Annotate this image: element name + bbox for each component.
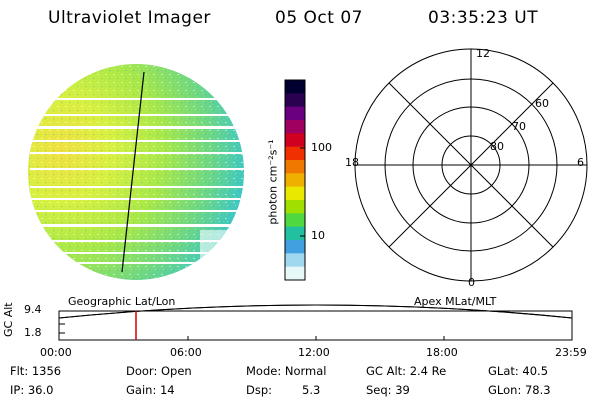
colorbar-segment <box>285 266 305 281</box>
colorbar-label-100: 100 <box>311 141 332 154</box>
colorbar-segment <box>285 93 305 108</box>
x-tick-0600: 06:00 <box>170 346 202 359</box>
door-status: Door: Open <box>126 364 192 378</box>
colorbar-label-10: 10 <box>311 229 325 242</box>
colorbar-segment <box>285 253 305 268</box>
polar-mlt-6: 6 <box>577 156 584 169</box>
colorbar-segment <box>285 133 305 148</box>
colorbar-segment <box>285 186 305 201</box>
alt-tick-high: 9.4 <box>24 303 42 316</box>
colorbar-segment <box>285 106 305 121</box>
colorbar-segment <box>285 213 305 228</box>
colorbar-unit-label: photon cm⁻²s⁻¹ <box>266 139 280 225</box>
mode-value: Mode: Normal <box>246 364 327 378</box>
polar-diagonal-2 <box>388 82 554 248</box>
alt-tick-low: 1.8 <box>24 326 42 339</box>
gc-alt-ylabel: GC Alt <box>2 302 15 337</box>
polar-lat-70: 70 <box>512 120 526 133</box>
geo-longitude: GLon: 78.3 <box>488 383 551 397</box>
x-tick-0000: 00:00 <box>40 346 72 359</box>
orbit-track-line <box>121 71 145 273</box>
time-label: 03:35:23 UT <box>428 8 539 28</box>
date-label: 05 Oct 07 <box>275 8 363 28</box>
geo-latitude: GLat: 40.5 <box>488 364 549 378</box>
sequence-number: Seq: 39 <box>366 383 410 397</box>
colorbar-segment <box>285 173 305 188</box>
geographic-label: Geographic Lat/Lon <box>68 295 176 308</box>
colorbar-frame <box>284 79 306 281</box>
colorbar-segment <box>285 226 305 241</box>
timeline-plot <box>58 304 573 341</box>
colorbar <box>285 80 305 281</box>
apex-label: Apex MLat/MLT <box>414 295 497 308</box>
colorbar-segment <box>285 146 305 161</box>
polar-plot <box>354 48 588 282</box>
colorbar-segment <box>285 120 305 134</box>
colorbar-segment <box>285 80 305 94</box>
polar-mlt-12: 12 <box>476 47 490 60</box>
polar-lat-60: 60 <box>535 97 549 110</box>
polar-lat-80: 80 <box>490 140 504 153</box>
colorbar-segment <box>285 160 305 174</box>
polar-mlt-18: 18 <box>345 156 359 169</box>
gain-value: Gain: 14 <box>126 383 175 397</box>
x-tick-2359: 23:59 <box>555 346 587 359</box>
colorbar-segment <box>285 200 305 214</box>
polar-mlt-0: 0 <box>468 276 475 289</box>
x-tick-1800: 18:00 <box>426 346 458 359</box>
x-tick-1200: 12:00 <box>298 346 330 359</box>
uv-earth-image <box>28 64 244 280</box>
dsp-value: 5.3 <box>302 383 321 397</box>
gc-altitude: GC Alt: 2.4 Re <box>366 364 447 378</box>
instrument-title: Ultraviolet Imager <box>48 8 211 28</box>
dsp-label: Dsp: <box>246 383 273 397</box>
ip-value: IP: 36.0 <box>10 383 54 397</box>
colorbar-segment <box>285 240 305 254</box>
flight-number: Flt: 1356 <box>10 364 62 378</box>
